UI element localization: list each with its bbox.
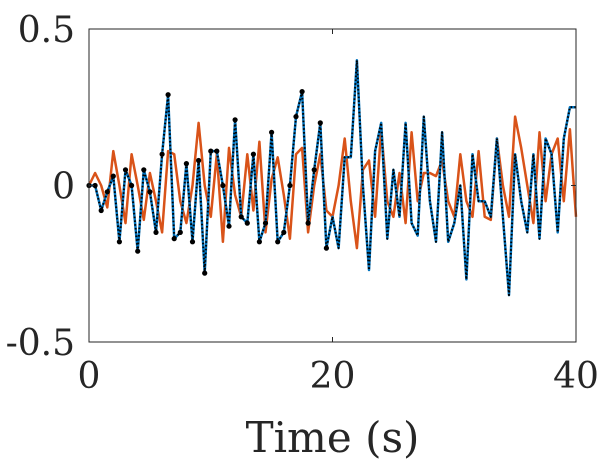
y-tick-label: 0 — [52, 167, 75, 208]
series-marker — [238, 214, 244, 220]
series-marker — [293, 114, 299, 120]
series-marker — [171, 236, 177, 242]
series-marker — [232, 117, 238, 123]
series-marker — [269, 129, 275, 135]
series-marker — [177, 229, 183, 235]
series-line-2 — [89, 59, 576, 297]
series-marker — [281, 229, 287, 235]
series-marker — [98, 207, 104, 214]
series-marker — [317, 120, 323, 126]
series-layer — [86, 59, 578, 297]
series-marker — [122, 167, 129, 173]
tick-layer: 0 20 40-0.500.5 — [6, 10, 598, 397]
y-tick-label: -0.5 — [6, 323, 75, 364]
series-marker — [226, 223, 232, 229]
x-tick-label: 20 — [310, 356, 356, 397]
series-marker — [208, 148, 214, 154]
series-marker — [92, 182, 98, 189]
series-marker — [165, 92, 171, 98]
plot-area — [89, 29, 576, 342]
series-marker — [311, 167, 317, 173]
series-marker — [214, 148, 220, 154]
series-marker — [305, 220, 311, 226]
series-marker — [287, 182, 293, 189]
series-marker — [196, 157, 202, 164]
series-marker — [110, 173, 116, 179]
series-marker — [116, 239, 122, 245]
series-marker — [299, 89, 305, 95]
series-marker — [202, 270, 208, 276]
x-tick-label: 40 — [553, 356, 598, 397]
y-tick-label: 0.5 — [18, 10, 75, 51]
series-marker — [256, 239, 262, 245]
series-marker — [183, 161, 189, 167]
series-marker — [153, 229, 159, 235]
series-marker — [104, 189, 110, 195]
series-marker — [250, 151, 256, 157]
series-marker — [147, 189, 153, 195]
series-marker — [220, 182, 226, 189]
series-marker — [141, 167, 147, 173]
series-marker — [189, 239, 196, 245]
x-axis-title: Time (s) — [246, 413, 420, 462]
series-marker — [244, 220, 250, 226]
series-marker — [262, 220, 269, 226]
series-marker — [135, 248, 141, 254]
series-marker — [129, 182, 135, 189]
x-tick-label: 0 — [78, 356, 101, 397]
series-marker — [275, 239, 281, 245]
series-marker — [159, 151, 165, 157]
series-marker — [323, 245, 329, 251]
